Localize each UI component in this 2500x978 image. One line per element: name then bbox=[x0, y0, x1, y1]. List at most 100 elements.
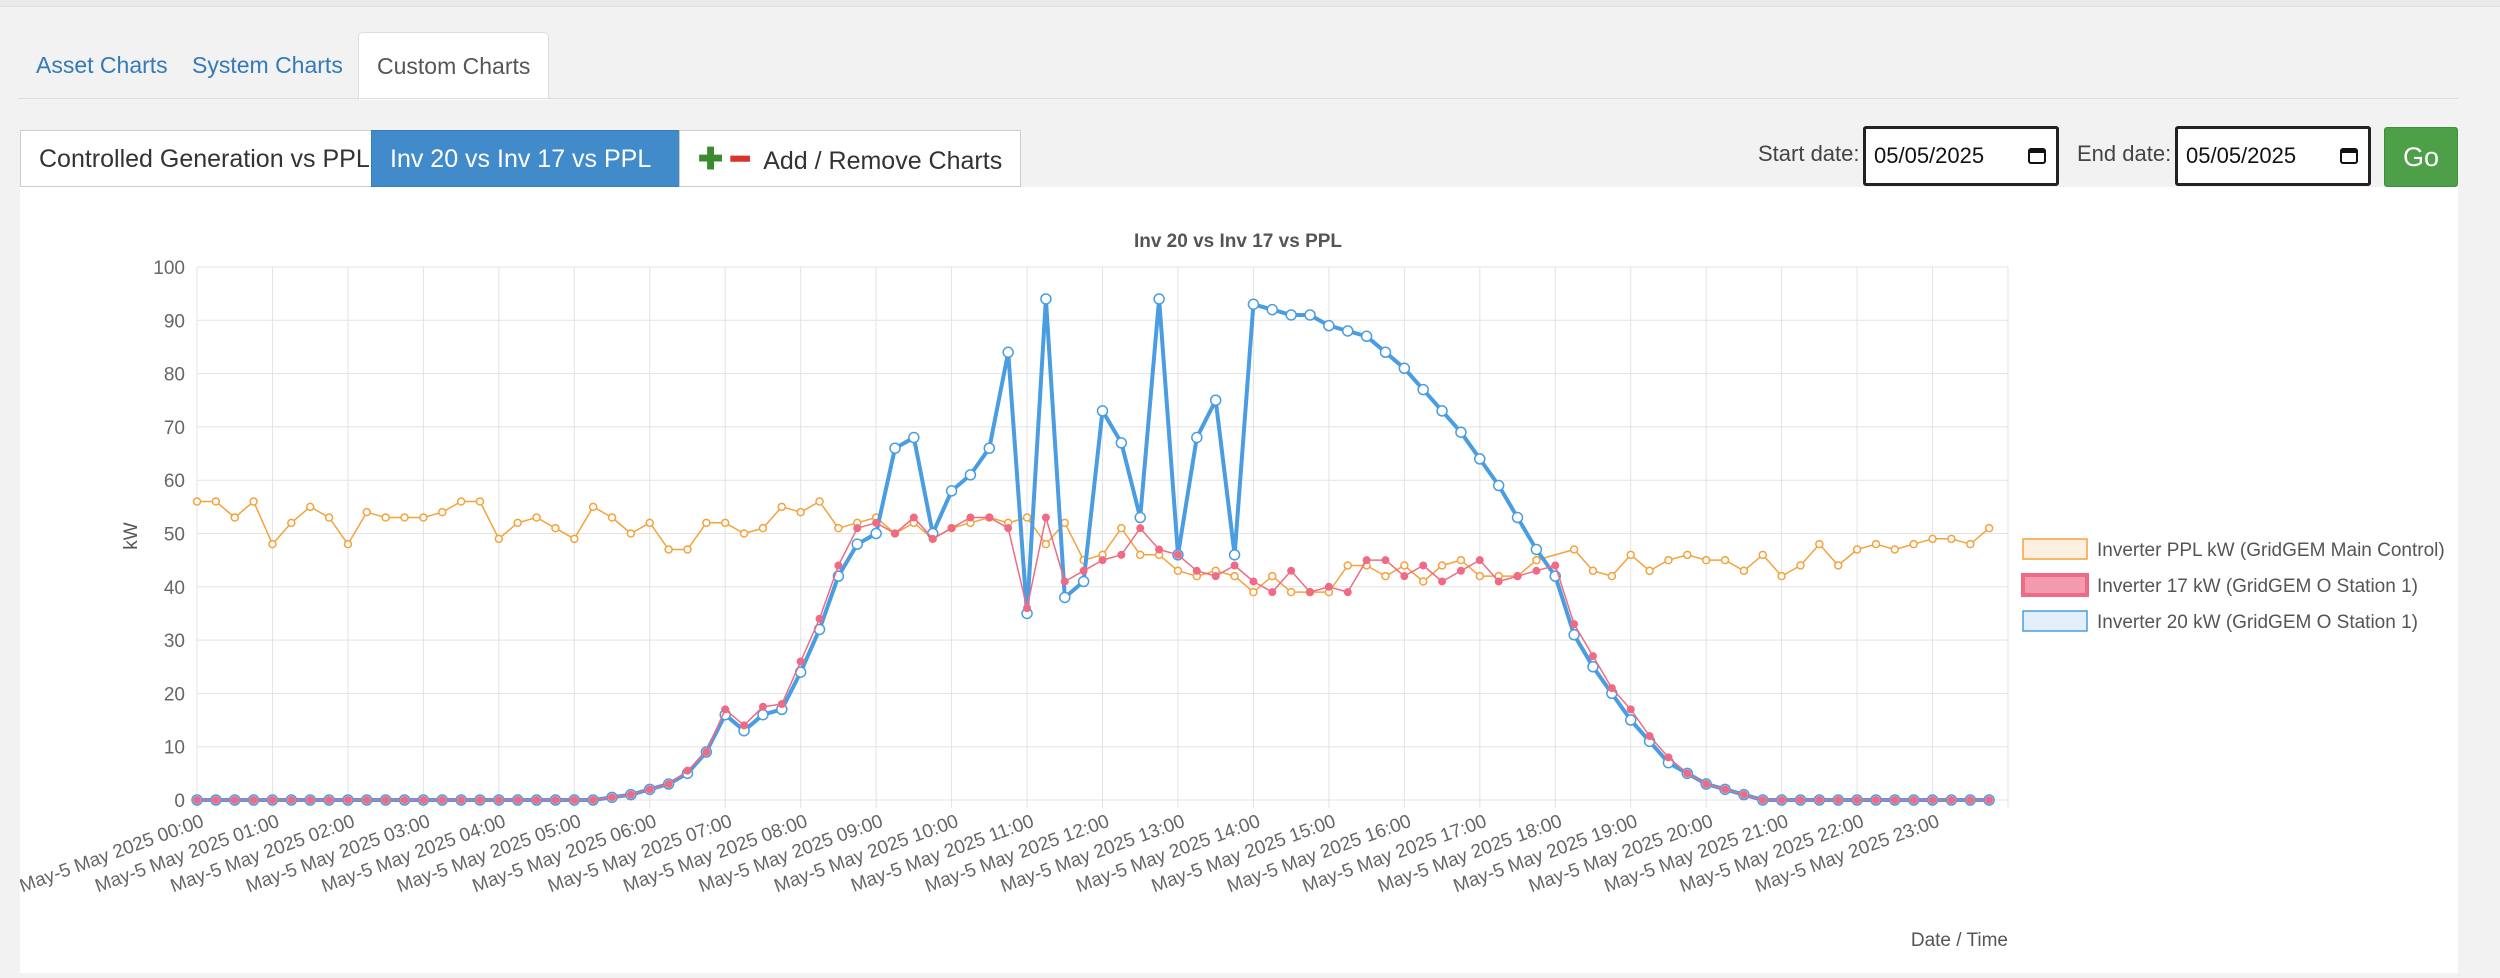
inv-chart-button[interactable]: Inv 20 vs Inv 17 vs PPL bbox=[371, 130, 680, 187]
data-point bbox=[1739, 566, 1749, 576]
data-point bbox=[1928, 534, 1937, 544]
data-point bbox=[1041, 539, 1051, 549]
data-point bbox=[1568, 629, 1580, 641]
data-point bbox=[928, 534, 937, 543]
data-point bbox=[249, 497, 258, 506]
data-point bbox=[1247, 298, 1260, 311]
calendar-icon[interactable] bbox=[2340, 146, 2358, 164]
data-point bbox=[1890, 545, 1900, 554]
tab-system-charts[interactable]: System Charts bbox=[192, 52, 343, 78]
data-point bbox=[1985, 796, 1994, 804]
data-point bbox=[1909, 796, 1918, 804]
chart-panel: 0 10 20 30 40 50 60 70 80 90 100 May-5 May 2025 00… bbox=[17, 187, 2458, 973]
legend-item: Inverter 20 kW (GridGEM O Station 1) bbox=[2022, 610, 2418, 633]
data-point bbox=[851, 538, 864, 550]
data-point bbox=[211, 796, 220, 804]
data-point bbox=[702, 518, 711, 528]
data-point bbox=[796, 657, 805, 666]
y-tick-label: 100 bbox=[153, 258, 185, 279]
data-point bbox=[1777, 571, 1786, 581]
data-point bbox=[1758, 550, 1768, 560]
data-point bbox=[230, 513, 239, 522]
data-point bbox=[1833, 561, 1843, 570]
data-point bbox=[1155, 545, 1164, 554]
tab-custom-charts[interactable]: Custom Charts bbox=[358, 32, 550, 100]
data-point bbox=[1475, 571, 1485, 581]
data-point bbox=[947, 524, 956, 533]
data-point bbox=[1040, 293, 1052, 305]
add-remove-charts-button[interactable]: ✚ ━ Add / Remove Charts bbox=[679, 130, 1021, 187]
data-point bbox=[1494, 577, 1503, 586]
data-point bbox=[1438, 577, 1447, 586]
data-point bbox=[400, 513, 409, 522]
data-point bbox=[1474, 453, 1486, 465]
data-point bbox=[193, 796, 201, 804]
tab-asset-charts[interactable]: Asset Charts bbox=[36, 52, 168, 78]
data-point bbox=[362, 796, 371, 804]
data-point bbox=[645, 785, 654, 794]
data-point bbox=[777, 700, 786, 709]
y-axis-ticks: 0 10 20 30 40 50 60 70 80 90 100 bbox=[153, 258, 185, 812]
data-point bbox=[1436, 405, 1448, 417]
data-point bbox=[1492, 479, 1505, 492]
data-point bbox=[268, 539, 277, 549]
data-point bbox=[608, 793, 617, 802]
data-point bbox=[1341, 325, 1354, 337]
controlled-generation-button[interactable]: Controlled Generation vs PPL bbox=[20, 130, 372, 187]
data-point bbox=[1739, 790, 1748, 799]
line-chart: 0 10 20 30 40 50 60 70 80 90 100 May-5 May 2025 00… bbox=[17, 231, 2445, 951]
calendar-icon[interactable] bbox=[2028, 146, 2046, 164]
data-point bbox=[513, 796, 522, 804]
data-point bbox=[1249, 587, 1258, 597]
legend-item: Inverter PPL kW (GridGEM Main Control) bbox=[2022, 538, 2445, 561]
data-point bbox=[1720, 555, 1730, 565]
data-point bbox=[1645, 732, 1654, 741]
data-point bbox=[1400, 572, 1409, 581]
data-point bbox=[815, 497, 824, 506]
data-point bbox=[1343, 588, 1352, 597]
data-point bbox=[626, 790, 635, 799]
top-strip bbox=[0, 0, 2500, 7]
data-point bbox=[1285, 309, 1297, 321]
data-point bbox=[1928, 796, 1937, 804]
data-point bbox=[870, 527, 882, 540]
go-button[interactable]: Go bbox=[2384, 127, 2458, 187]
data-point bbox=[1702, 780, 1711, 789]
data-point bbox=[1909, 539, 1918, 549]
data-point bbox=[664, 545, 673, 554]
data-point bbox=[513, 518, 522, 528]
data-point bbox=[1117, 523, 1126, 533]
data-point bbox=[1966, 539, 1975, 549]
data-point bbox=[1532, 566, 1541, 575]
data-point bbox=[1323, 319, 1335, 332]
data-point bbox=[945, 485, 958, 497]
data-point bbox=[268, 796, 277, 804]
data-point bbox=[1796, 561, 1805, 570]
data-point bbox=[739, 529, 749, 538]
data-point bbox=[1135, 550, 1145, 560]
data-point bbox=[1871, 539, 1881, 549]
start-date-input[interactable]: 05/05/2025 bbox=[1863, 126, 2059, 186]
x-axis-label: Date / Time bbox=[1911, 930, 2008, 951]
data-point bbox=[1362, 556, 1371, 565]
data-point bbox=[437, 507, 447, 517]
start-date-label: Start date: bbox=[1758, 141, 1860, 166]
data-point bbox=[1587, 661, 1599, 673]
data-point bbox=[1287, 566, 1296, 575]
data-point bbox=[475, 796, 484, 804]
chart-series bbox=[191, 293, 1995, 806]
data-point bbox=[889, 442, 901, 454]
data-point bbox=[1230, 571, 1239, 581]
y-axis-label: kW bbox=[121, 522, 142, 550]
data-point bbox=[1400, 561, 1409, 570]
data-point bbox=[475, 497, 485, 506]
data-point bbox=[834, 523, 843, 533]
data-point bbox=[1079, 566, 1088, 575]
end-date-input[interactable]: 05/05/2025 bbox=[2175, 126, 2371, 186]
data-point bbox=[1134, 511, 1146, 524]
data-point bbox=[1379, 346, 1392, 359]
data-point bbox=[1417, 383, 1429, 396]
data-point bbox=[702, 748, 711, 757]
data-point bbox=[1947, 796, 1956, 804]
data-point bbox=[230, 796, 239, 804]
